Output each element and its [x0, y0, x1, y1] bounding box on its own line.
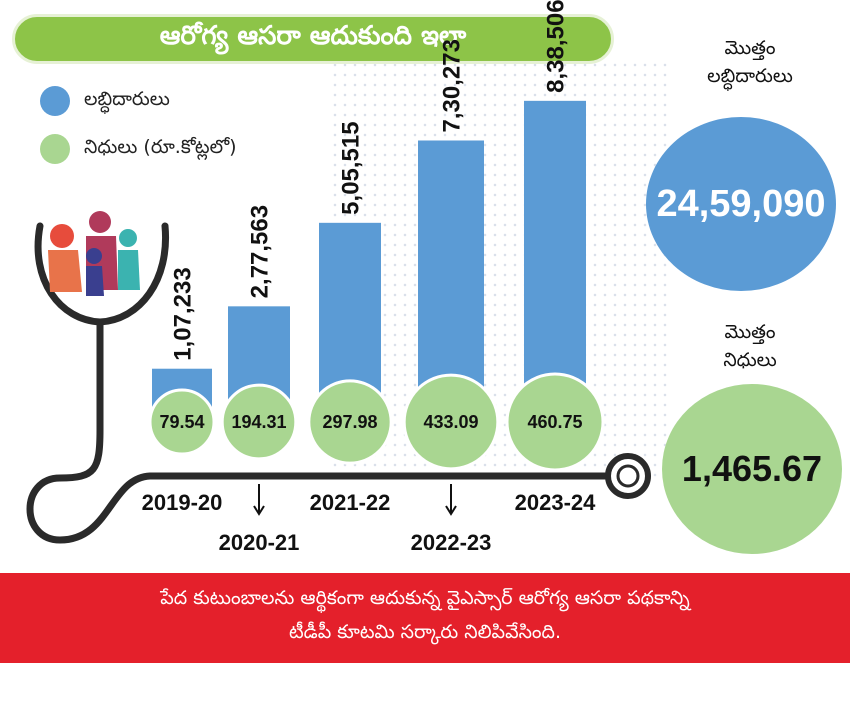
funds-label-2022-23: 433.09: [423, 412, 478, 432]
family-figure-3-body: [118, 250, 140, 290]
family-figure-1-body: [48, 250, 82, 292]
total-funds-value: 1,465.67: [681, 448, 823, 489]
legend-item-beneficiaries: లబ్ధిదారులు: [40, 86, 170, 116]
year-label-2023-24: 2023-24: [515, 490, 597, 515]
funds-circle-2023-24: [505, 372, 605, 472]
banner-line-1: పేద కుటుంబాలను ఆర్థికంగా ఆదుకున్న వైఎస్స…: [160, 587, 690, 609]
year-pointer-arrow-2020-21: [253, 505, 265, 516]
bar-beneficiaries-2023-24: [524, 100, 586, 408]
family-figure-1-head: [50, 224, 74, 248]
legend-swatch-green: [40, 134, 70, 164]
stethoscope-tube: [26, 318, 616, 544]
funds-circle-2022-23: [402, 373, 500, 471]
total-funds-circle: 1,465.67: [662, 384, 842, 554]
bar-label-beneficiaries-2020-21: 2,77,563: [246, 205, 273, 298]
banner-line-2: టీడీపీ కూటమి సర్కారు నిలిపివేసింది.: [288, 621, 561, 643]
bar-label-beneficiaries-2023-24: 8,38,506: [542, 0, 569, 93]
bar-label-beneficiaries-2021-22: 5,05,515: [337, 121, 364, 214]
bar-label-beneficiaries-2022-23: 7,30,273: [438, 39, 465, 132]
bar-beneficiaries-2022-23: [418, 140, 484, 408]
funds-label-2023-24: 460.75: [527, 412, 582, 432]
total-beneficiaries-value: 24,59,090: [656, 182, 826, 225]
total-funds-label-line1: మొత్తం: [724, 321, 776, 343]
legend-label-beneficiaries: లబ్ధిదారులు: [84, 87, 170, 110]
title-banner: ఆరోగ్య ఆసరా ఆదుకుంది ఇలా: [12, 14, 614, 64]
funds-circle-2021-22: [307, 379, 393, 465]
year-label-2022-23: 2022-23: [411, 530, 492, 555]
family-figure-2-head: [89, 211, 111, 233]
legend-label-funds: నిధులు (రూ.కోట్లలో): [84, 135, 237, 158]
bar-label-beneficiaries-2019-20: 1,07,233: [169, 267, 196, 360]
bar-beneficiaries-2021-22: [319, 222, 381, 408]
year-label-2021-22: 2021-22: [310, 490, 391, 515]
year-label-2019-20: 2019-20: [142, 490, 223, 515]
footer-banner: పేద కుటుంబాలను ఆర్థికంగా ఆదుకున్న వైఎస్స…: [0, 573, 850, 663]
total-beneficiaries-label-line2: లబ్ధిదారులు: [707, 65, 793, 87]
funds-circle-2020-21: [220, 383, 298, 461]
funds-label-2019-20: 79.54: [159, 412, 204, 432]
total-funds-label: మొత్తం నిధులు: [660, 318, 840, 374]
funds-label-2021-22: 297.98: [322, 412, 377, 432]
legend-swatch-blue: [40, 86, 70, 116]
chart-title: ఆరోగ్య ఆసరా ఆదుకుంది ఇలా: [159, 21, 467, 51]
stethoscope-chestpiece-inner: [616, 464, 640, 488]
legend-item-funds: నిధులు (రూ.కోట్లలో): [40, 134, 237, 164]
total-beneficiaries-label: మొత్తం లబ్ధిదారులు: [660, 34, 840, 90]
total-beneficiaries-label-line1: మొత్తం: [724, 37, 776, 59]
family-figure-4-body: [86, 266, 104, 296]
year-pointer-arrow-2022-23: [445, 505, 457, 516]
total-funds-label-line2: నిధులు: [723, 349, 777, 371]
funds-circle-2019-20: [148, 388, 216, 456]
year-label-2020-21: 2020-21: [219, 530, 300, 555]
family-figure-4-head: [86, 248, 102, 264]
total-beneficiaries-circle: 24,59,090: [646, 117, 836, 291]
family-figure-3-head: [119, 229, 137, 247]
funds-label-2020-21: 194.31: [231, 412, 286, 432]
